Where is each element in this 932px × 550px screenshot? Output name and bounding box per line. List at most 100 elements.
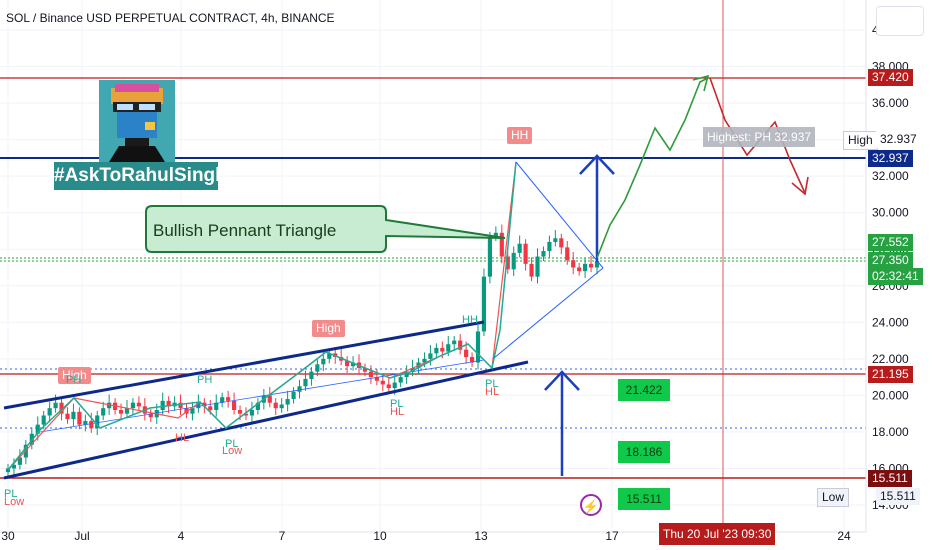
marker-hh-top: HH [507, 127, 533, 144]
candle-body [148, 413, 153, 418]
grid [0, 0, 866, 532]
channel-upper-line [3, 320, 485, 410]
candle-body [469, 357, 475, 363]
candle-body [196, 402, 201, 409]
candle-body [541, 251, 546, 257]
candle-body [77, 411, 82, 425]
candle-body [327, 353, 332, 359]
pennant-triangle [493, 161, 604, 359]
marker-low-2: Low [4, 496, 25, 508]
candle-body [41, 415, 46, 425]
candle-body [309, 371, 314, 379]
marker-hl-3: HL [485, 386, 500, 398]
time-tick-label: 10 [373, 529, 387, 543]
candle-body [446, 344, 451, 352]
high-label: High [843, 131, 878, 150]
candle-body [220, 397, 225, 403]
candle-body [95, 415, 100, 429]
candle-body [529, 263, 534, 277]
candle-body [428, 353, 433, 359]
candle-body [386, 384, 391, 389]
lightning-icon[interactable]: ⚡ [580, 494, 602, 516]
time-tick-label: 7 [279, 529, 286, 543]
candle-body [107, 402, 112, 409]
candle-body [404, 371, 409, 378]
level-box-21422: 21.422 [618, 379, 670, 401]
marker-pl-4: PL [485, 378, 499, 390]
candle-body [208, 406, 213, 410]
candle-body [136, 402, 141, 407]
bullish-projection-path [596, 77, 709, 259]
price-tick-label: 22.000 [872, 352, 909, 366]
candle-body [303, 378, 308, 387]
time-axis[interactable]: 30 Jul 4 7 10 13 17 24 [1, 529, 851, 543]
candle-body [190, 408, 195, 414]
marker-pl-1: PL [4, 488, 18, 500]
countdown-tag: 02:32:41 [868, 268, 923, 285]
marker-pl-3: PL [390, 398, 404, 410]
candle-body [214, 402, 219, 410]
candle-body [380, 380, 385, 385]
candle-body [517, 243, 522, 253]
candle-body [53, 402, 58, 409]
level-box-18186: 18.186 [618, 441, 670, 463]
marker-ph-2: PH [66, 374, 82, 386]
price-tag-37420: 37.420 [868, 69, 913, 86]
avatar-logo [99, 80, 175, 162]
candle-body [124, 408, 130, 414]
time-tick-label: 24 [837, 529, 851, 543]
marker-hl-2: HL [390, 406, 405, 418]
high-value: 32.937 [876, 131, 921, 148]
time-tick-label: 4 [178, 529, 185, 543]
time-tick-label: Jul [74, 529, 89, 543]
marker-high-2: High [312, 320, 345, 337]
marker-hl-1: HL [175, 432, 190, 444]
candle-body [315, 364, 320, 372]
candle-body [178, 402, 183, 409]
callout-text: Bullish Pennant Triangle [153, 221, 336, 240]
price-tick-label: 30.000 [872, 206, 909, 220]
marker-low-1: Low [222, 445, 243, 457]
candle-body [243, 413, 249, 416]
channel-lower-line [3, 360, 529, 480]
candle-body [273, 402, 278, 409]
candle-body [184, 408, 189, 414]
candle-body [5, 468, 11, 473]
candle-body [202, 402, 207, 407]
time-tick-label: 30 [1, 529, 15, 543]
candle-body [226, 397, 231, 401]
price-tick-label: 24.000 [872, 315, 909, 329]
candle-body [291, 391, 296, 400]
candle-body [523, 243, 528, 264]
marker-hh-small: HH [462, 314, 478, 326]
candle-body [65, 413, 70, 420]
candle-body [11, 464, 17, 469]
price-tick-label: 20.000 [872, 388, 909, 402]
low-value: 15.511 [876, 488, 920, 505]
candle-body [588, 263, 594, 268]
time-tick-label: 13 [474, 529, 488, 543]
candle-body [17, 457, 22, 465]
candle-body [487, 236, 492, 277]
candle-body [422, 358, 427, 363]
candle-body [398, 377, 403, 383]
price-tag-27552: 27.552 [868, 234, 913, 251]
candle-body [511, 252, 516, 270]
candle-body [583, 263, 588, 272]
candle-body [577, 267, 582, 272]
candle-body [559, 238, 564, 248]
candle-body [321, 358, 326, 365]
candle-body [35, 424, 40, 434]
low-label: Low [817, 488, 850, 507]
candle-body [362, 367, 368, 372]
candle-body [231, 400, 237, 410]
candle-body [255, 402, 260, 410]
candle-body [160, 400, 165, 410]
chart-corner-button[interactable] [876, 6, 924, 36]
zigzag-green [7, 161, 517, 471]
candle-body [499, 232, 504, 257]
candle-body [130, 402, 136, 409]
marker-pl-2: PL [225, 438, 239, 450]
price-tick-label: 36.000 [872, 96, 909, 110]
